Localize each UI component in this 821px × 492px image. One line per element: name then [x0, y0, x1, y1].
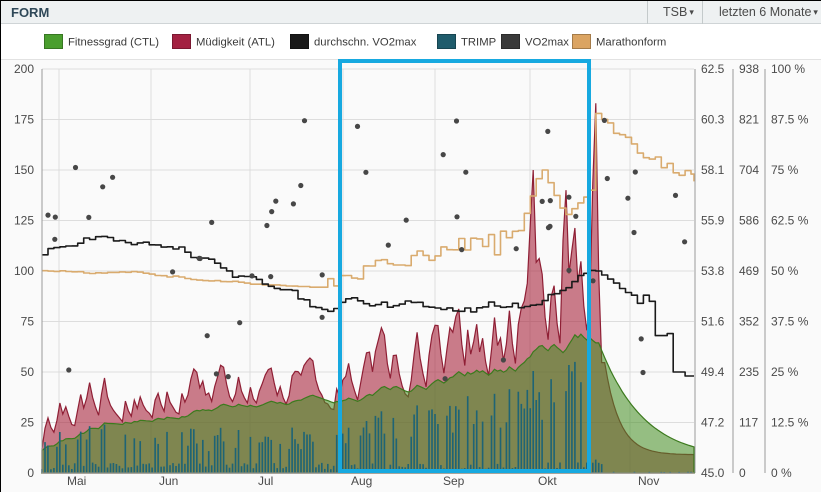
svg-text:Nov: Nov: [638, 474, 659, 488]
svg-text:75 %: 75 %: [771, 163, 799, 177]
svg-text:49.4: 49.4: [701, 365, 725, 379]
svg-text:175: 175: [14, 113, 34, 127]
svg-text:938: 938: [739, 62, 759, 76]
svg-text:62.5: 62.5: [701, 62, 725, 76]
svg-text:Aug: Aug: [351, 474, 372, 488]
svg-text:Okt: Okt: [538, 474, 557, 488]
svg-text:352: 352: [739, 315, 759, 329]
svg-text:469: 469: [739, 264, 759, 278]
svg-text:25: 25: [21, 416, 35, 430]
svg-text:50: 50: [21, 365, 35, 379]
svg-text:125: 125: [14, 214, 34, 228]
svg-text:25 %: 25 %: [771, 365, 799, 379]
svg-text:117: 117: [739, 416, 758, 430]
svg-text:0: 0: [739, 466, 746, 480]
svg-text:87.5 %: 87.5 %: [771, 113, 809, 127]
svg-text:100 %: 100 %: [771, 62, 805, 76]
svg-text:704: 704: [739, 163, 759, 177]
svg-text:12.5 %: 12.5 %: [771, 416, 809, 430]
svg-text:821: 821: [739, 113, 759, 127]
svg-text:55.9: 55.9: [701, 214, 725, 228]
svg-text:53.8: 53.8: [701, 264, 725, 278]
svg-text:62.5 %: 62.5 %: [771, 214, 809, 228]
svg-text:Sep: Sep: [443, 474, 465, 488]
svg-text:150: 150: [14, 163, 34, 177]
svg-text:200: 200: [14, 62, 34, 76]
svg-text:37.5 %: 37.5 %: [771, 315, 809, 329]
svg-text:51.6: 51.6: [701, 315, 725, 329]
svg-text:0: 0: [27, 466, 34, 480]
svg-text:50 %: 50 %: [771, 264, 799, 278]
svg-text:Mai: Mai: [67, 474, 86, 488]
svg-text:75: 75: [21, 315, 35, 329]
svg-text:0 %: 0 %: [771, 466, 792, 480]
svg-text:100: 100: [14, 264, 34, 278]
svg-text:235: 235: [739, 365, 759, 379]
svg-text:58.1: 58.1: [701, 163, 725, 177]
svg-text:Jul: Jul: [258, 474, 273, 488]
svg-text:47.2: 47.2: [701, 416, 725, 430]
svg-text:Jun: Jun: [159, 474, 178, 488]
svg-text:60.3: 60.3: [701, 113, 725, 127]
svg-text:45.0: 45.0: [701, 466, 725, 480]
svg-text:586: 586: [739, 214, 759, 228]
